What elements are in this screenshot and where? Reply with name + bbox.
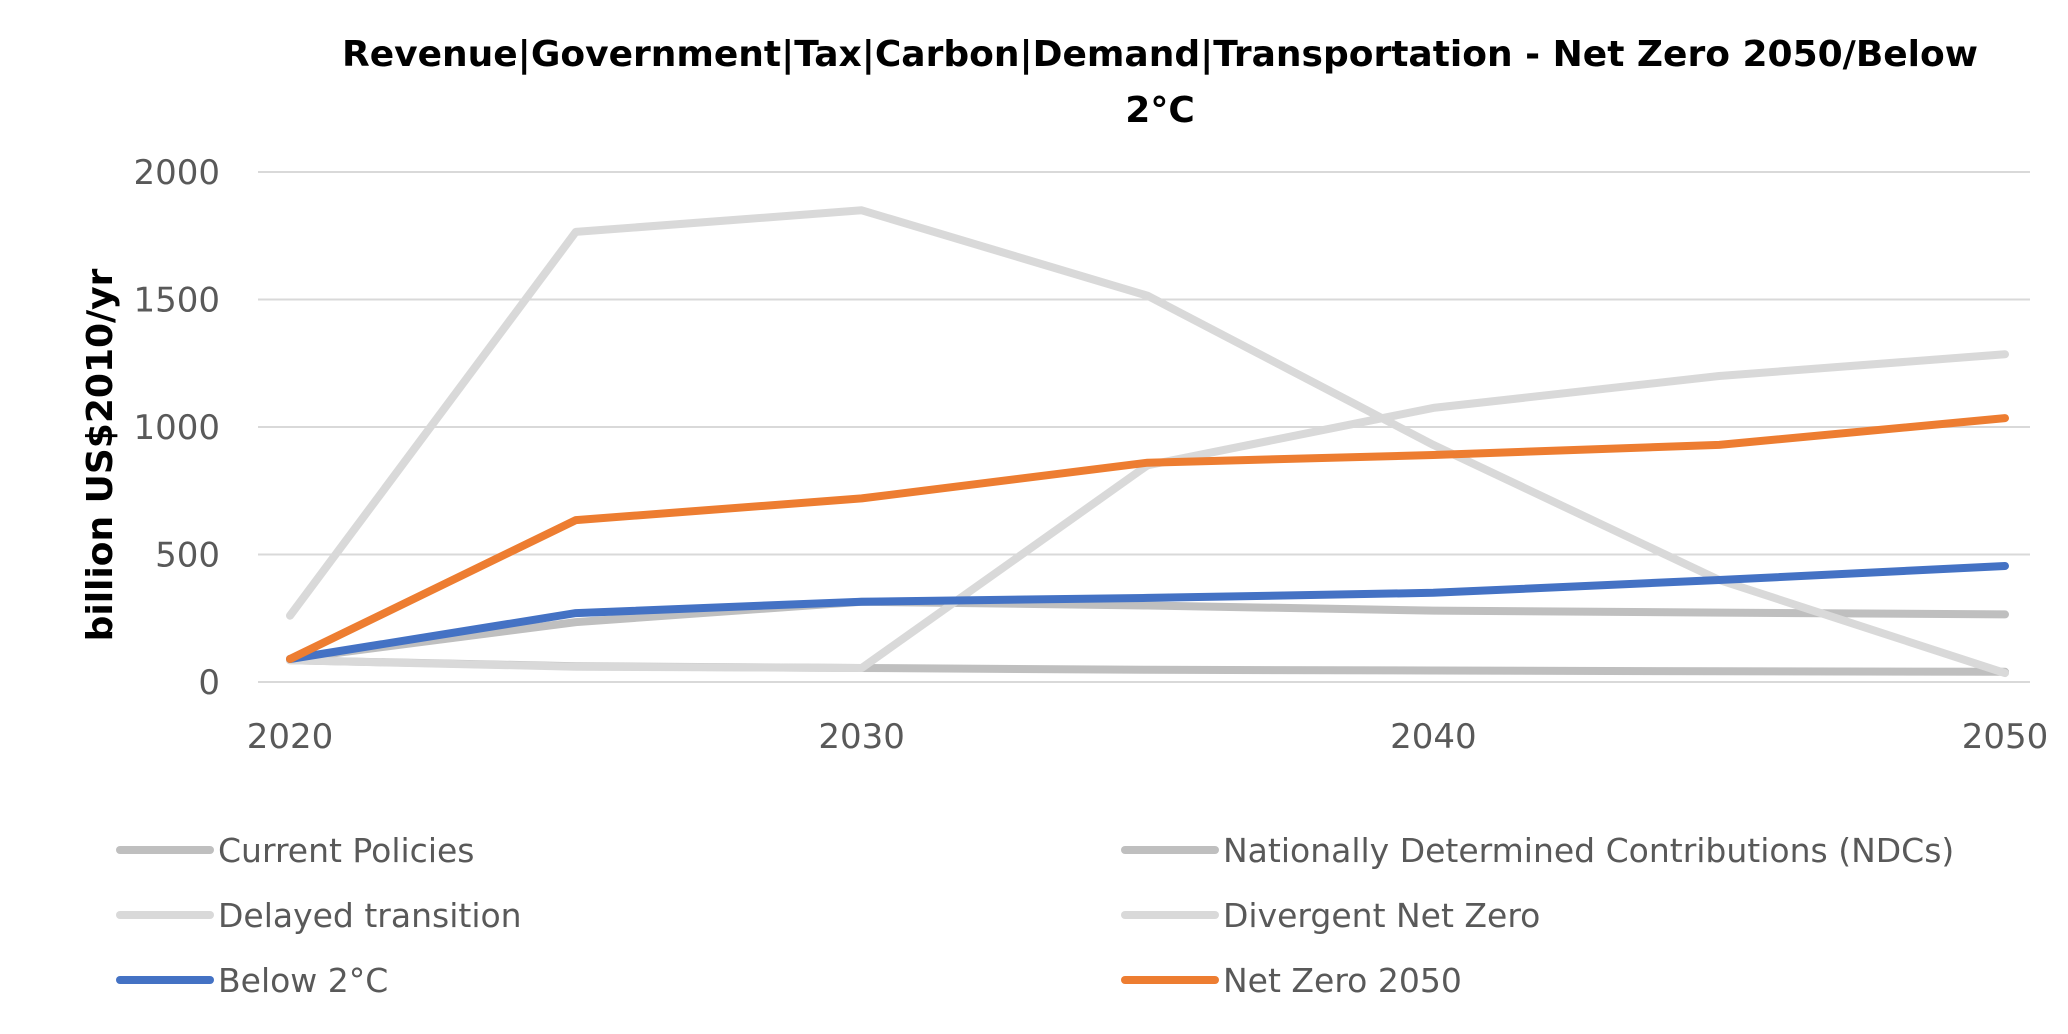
legend-label-5: Net Zero 2050 [1223, 961, 1462, 1000]
series-line-4 [286, 562, 2009, 663]
legend-label-2: Delayed transition [218, 896, 522, 935]
y-tick-label: 1500 [133, 281, 220, 321]
x-tick-label: 2030 [818, 717, 905, 757]
x-axis-ticks: 2020 2030 2040 2050 [247, 717, 2049, 757]
x-tick-label: 2050 [1962, 717, 2049, 757]
y-axis-label: billion US$2010/yr [80, 268, 121, 641]
chart-title-line2: 2°C [1125, 90, 1194, 131]
series-lines [286, 206, 2009, 678]
y-tick-label: 500 [155, 536, 220, 576]
y-tick-label: 2000 [133, 153, 220, 193]
series-line-5 [286, 414, 2009, 663]
legend-label-3: Divergent Net Zero [1223, 896, 1540, 935]
x-tick-label: 2020 [247, 717, 334, 757]
gridlines [258, 171, 2030, 683]
chart-title-line1: Revenue|Government|Tax|Carbon|Demand|Tra… [342, 34, 1978, 75]
legend-label-1: Nationally Determined Contributions (NDC… [1223, 831, 1954, 870]
legend-label-4: Below 2°C [218, 961, 388, 1000]
legend: Current Policies Nationally Determined Co… [116, 831, 1954, 1000]
y-axis-ticks: 0 500 1000 1500 2000 [133, 153, 220, 703]
series-line-1 [286, 597, 2009, 663]
y-tick-label: 1000 [133, 408, 220, 448]
y-tick-label: 0 [198, 663, 220, 703]
x-tick-label: 2040 [1390, 717, 1477, 757]
legend-label-0: Current Policies [218, 831, 475, 870]
